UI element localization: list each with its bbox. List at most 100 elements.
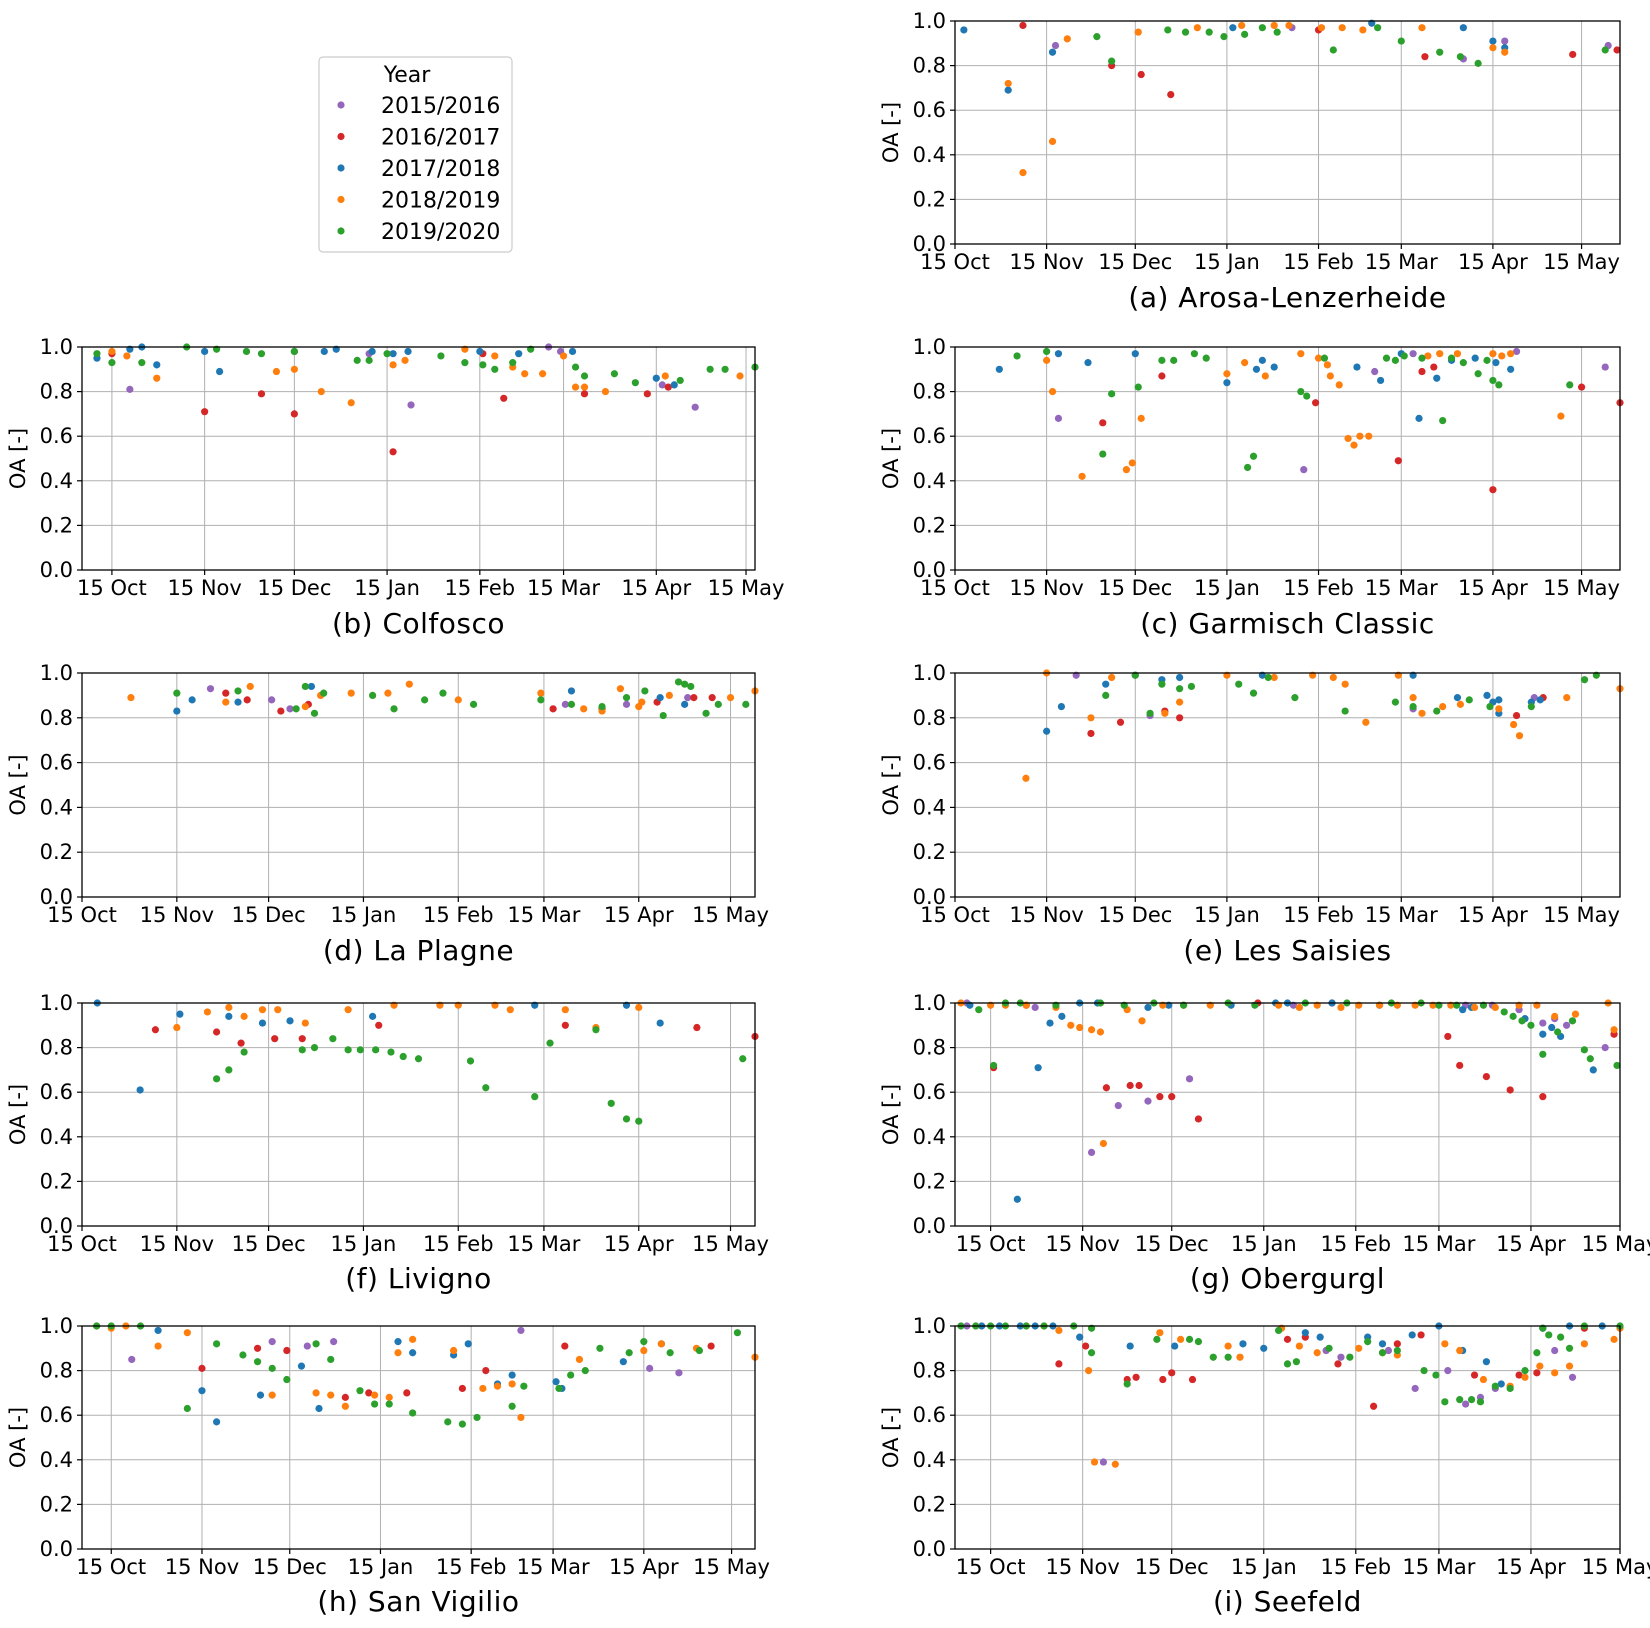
x-tick-label: 15 Apr: [604, 903, 674, 927]
data-point: [1190, 350, 1198, 358]
data-point: [1283, 1335, 1292, 1343]
series-points: [963, 1322, 1577, 1466]
panel-caption: (a) Arosa-Lenzerheide: [1128, 281, 1446, 314]
data-point: [108, 347, 116, 356]
data-point: [508, 1380, 516, 1388]
series-points: [173, 678, 750, 720]
x-tick-label: 15 Nov: [165, 1555, 239, 1579]
x-tick-label: 15 Dec: [1135, 1232, 1209, 1256]
data-point: [1224, 1342, 1232, 1350]
data-point: [1551, 1012, 1559, 1020]
x-tick-label: 15 Feb: [445, 576, 516, 600]
data-point: [706, 365, 714, 373]
series-points: [93, 1322, 742, 1428]
panel: 15 Oct 15 Nov 15 Dec 15 Jan 15 Feb 15 Mar 15 A…: [879, 9, 1621, 314]
series-points: [972, 1322, 1624, 1468]
y-tick-label: 0.4: [913, 143, 946, 167]
data-point: [1610, 1026, 1618, 1034]
x-tick-label: 15 Nov: [1045, 1232, 1119, 1256]
data-point: [1238, 21, 1246, 30]
data-point: [290, 365, 298, 373]
y-tick-label: 0.8: [40, 380, 73, 404]
data-point: [1456, 1395, 1464, 1404]
data-point: [404, 347, 412, 356]
data-point: [1495, 696, 1503, 704]
y-tick-label: 0.0: [913, 885, 946, 909]
x-tick-label: 15 May: [1582, 1232, 1650, 1256]
x-tick-label: 15 May: [1543, 903, 1620, 927]
x-tick-label: 15 Dec: [253, 1555, 327, 1579]
y-tick-label: 0.2: [913, 1169, 946, 1193]
y-tick-label: 0.6: [913, 1403, 946, 1427]
data-point: [268, 1364, 276, 1372]
data-point: [369, 1012, 377, 1020]
data-point: [1171, 1342, 1179, 1350]
data-point: [1188, 1375, 1197, 1384]
x-tick-label: 15 Oct: [920, 903, 990, 927]
data-point: [153, 374, 161, 382]
data-point: [1521, 1367, 1529, 1375]
data-point: [469, 700, 478, 708]
data-point: [198, 1364, 206, 1372]
data-point: [1589, 1066, 1597, 1074]
data-point: [444, 1418, 452, 1426]
data-point: [303, 1342, 311, 1350]
y-tick-label: 0.0: [913, 558, 946, 582]
data-point: [622, 694, 631, 702]
y-axis-label: OA [-]: [6, 1407, 30, 1468]
data-point: [1420, 1367, 1428, 1375]
data-point: [1134, 28, 1142, 36]
data-point: [1144, 1003, 1152, 1012]
data-point: [290, 347, 298, 356]
data-point: [1170, 356, 1178, 364]
data-point: [268, 696, 276, 704]
data-point: [1316, 1333, 1324, 1341]
data-point: [1601, 1044, 1609, 1052]
data-point: [1264, 673, 1272, 682]
data-point: [1489, 376, 1497, 385]
y-tick-label: 0.6: [913, 751, 946, 775]
data-point: [1432, 1371, 1440, 1379]
data-point: [173, 1023, 181, 1032]
data-point: [201, 408, 209, 416]
data-point: [1415, 414, 1423, 422]
data-point: [242, 347, 251, 356]
series-points: [1087, 694, 1547, 738]
data-point: [500, 394, 508, 402]
data-point: [1436, 350, 1444, 358]
data-point: [1004, 86, 1012, 94]
data-point: [561, 1342, 569, 1350]
data-point: [312, 1340, 320, 1348]
data-point: [1314, 354, 1323, 362]
data-point: [1482, 1072, 1491, 1081]
data-point: [580, 372, 589, 380]
data-point: [1510, 720, 1518, 729]
panel-caption: (g) Obergurgl: [1190, 1262, 1385, 1295]
data-point: [1470, 1371, 1479, 1379]
data-point: [206, 685, 215, 693]
panel: 15 Oct 15 Nov 15 Dec 15 Jan 15 Feb 15 Mar 15 A…: [879, 1314, 1650, 1618]
data-point: [246, 682, 254, 691]
y-axis-label: OA [-]: [6, 1084, 30, 1145]
data-point: [482, 1084, 490, 1092]
data-point: [598, 703, 606, 711]
data-point: [1507, 350, 1515, 358]
data-point: [1176, 685, 1184, 693]
data-point: [1447, 354, 1456, 362]
data-point: [659, 711, 667, 720]
data-point: [1433, 707, 1441, 715]
data-point: [1539, 1019, 1547, 1027]
data-point: [622, 700, 631, 708]
x-tick-label: 15 Mar: [1365, 576, 1438, 600]
plot-frame: [81, 346, 756, 571]
data-point: [1384, 1346, 1393, 1355]
data-point: [320, 347, 328, 356]
x-tick-label: 15 Oct: [956, 1232, 1026, 1256]
data-point: [675, 1369, 683, 1377]
x-tick-label: 15 Mar: [1402, 1232, 1475, 1256]
data-point: [580, 705, 588, 713]
data-point: [237, 1039, 245, 1047]
y-axis-label: OA [-]: [6, 754, 30, 815]
data-point: [320, 689, 328, 697]
data-point: [1229, 24, 1237, 32]
